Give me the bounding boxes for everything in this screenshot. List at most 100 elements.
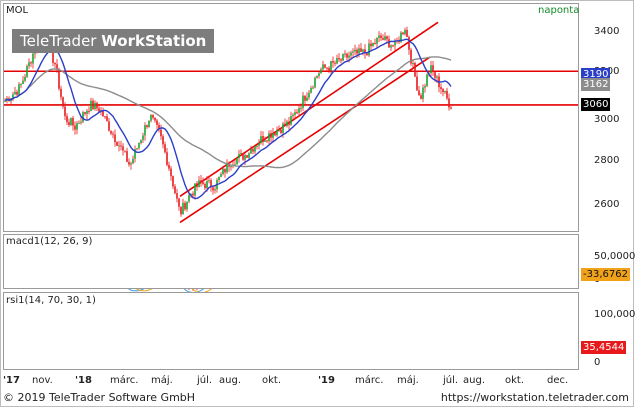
candle-body: [444, 90, 446, 93]
candle-body: [342, 53, 344, 61]
price-tick-3000: 3000: [594, 114, 620, 125]
candle-body: [90, 100, 92, 111]
candle-body: [410, 49, 412, 64]
candle-body: [362, 49, 364, 52]
candle-body: [244, 155, 246, 160]
x-label-19: '19: [318, 375, 335, 386]
interval-label: naponta: [538, 5, 580, 16]
candle-body: [116, 142, 118, 146]
candle-body: [366, 53, 368, 56]
ma-price-tag: 3162: [581, 78, 611, 91]
candle-body: [262, 136, 264, 142]
candle-body: [114, 134, 116, 143]
candle-body: [26, 66, 28, 77]
macd-label: macd1(12, 26, 9): [6, 236, 93, 247]
candle-body: [186, 201, 188, 210]
candle-body: [336, 58, 338, 64]
candle-body: [194, 183, 196, 196]
candle-body: [330, 61, 332, 71]
candle-body: [322, 64, 324, 70]
candle-body: [150, 114, 152, 121]
channel-lower-line: [179, 56, 431, 224]
candle-body: [310, 87, 312, 93]
candle-body: [56, 64, 58, 70]
candle-body: [200, 180, 202, 183]
candle-body: [72, 117, 74, 126]
candle-body: [12, 94, 14, 99]
candle-body: [354, 49, 356, 52]
candle-body: [236, 158, 238, 165]
candle-body: [102, 110, 104, 117]
macd-panel[interactable]: [3, 234, 579, 289]
candle-body: [356, 49, 358, 54]
candle-body: [414, 62, 416, 77]
candle-body: [226, 162, 228, 173]
candle-body: [30, 62, 32, 64]
candle-body: [334, 62, 336, 64]
candle-body: [272, 133, 274, 138]
candle-body: [168, 164, 170, 169]
candle-body: [278, 129, 280, 131]
candle-body: [312, 87, 314, 89]
candle-body: [92, 100, 94, 110]
candle-body: [214, 189, 216, 191]
candle-body: [18, 84, 20, 95]
candle-body: [156, 120, 158, 125]
candle-body: [180, 206, 182, 215]
candle-body: [348, 55, 350, 58]
candle-body: [128, 161, 130, 165]
rsi-tick-0: 0: [594, 357, 601, 368]
rsi-tick-100: 100,0000: [594, 309, 635, 320]
candle-body: [234, 164, 236, 166]
candle-body: [138, 143, 140, 149]
candle-body: [60, 88, 62, 98]
candle-body: [286, 121, 288, 126]
candle-body: [404, 29, 406, 35]
candle-body: [392, 45, 394, 47]
candle-body: [246, 155, 248, 158]
candle-body: [110, 130, 112, 134]
candle-body: [104, 116, 106, 118]
candle-body: [450, 107, 452, 109]
x-label-aug2: aug.: [463, 375, 485, 386]
candle-body: [20, 83, 22, 85]
candle-body: [136, 148, 138, 150]
candle-body: [424, 86, 426, 88]
candle-body: [282, 123, 284, 133]
candle-body: [134, 149, 136, 159]
candle-body: [166, 152, 168, 165]
footer-url[interactable]: https://workstation.teletrader.com: [440, 391, 629, 404]
candle-body: [52, 48, 54, 63]
x-label-maj1: máj.: [151, 375, 173, 386]
candle-body: [176, 193, 178, 199]
x-label-maj2: máj.: [397, 375, 419, 386]
candle-body: [326, 67, 328, 69]
candle-body: [202, 182, 204, 185]
x-label-okt2: okt.: [505, 375, 525, 386]
candle-body: [380, 35, 382, 39]
candle-body: [340, 59, 342, 61]
upper-price-tag: 3190: [581, 68, 611, 81]
candle-body: [174, 186, 176, 194]
candle-body: [318, 73, 320, 77]
candle-body: [378, 35, 380, 38]
candle-body: [82, 112, 84, 122]
candle-body: [164, 144, 166, 153]
candle-body: [270, 133, 272, 138]
candle-body: [32, 53, 34, 64]
x-label-jul2: júl.: [443, 375, 459, 386]
watermark-product: WorkStation: [101, 32, 207, 50]
copyright-text: © 2019 TeleTrader Software GmbH: [3, 391, 196, 404]
x-label-18: '18: [75, 375, 92, 386]
candle-body: [144, 125, 146, 136]
candle-body: [324, 64, 326, 68]
price-tick-2600: 2600: [594, 199, 620, 210]
candle-body: [370, 43, 372, 47]
candle-body: [384, 36, 386, 40]
macd-value-tag: -33,6762: [581, 268, 630, 281]
candle-body: [308, 92, 310, 98]
candle-body: [64, 106, 66, 117]
rsi-panel[interactable]: [3, 292, 579, 370]
candle-body: [434, 72, 436, 78]
candle-body: [148, 120, 150, 128]
